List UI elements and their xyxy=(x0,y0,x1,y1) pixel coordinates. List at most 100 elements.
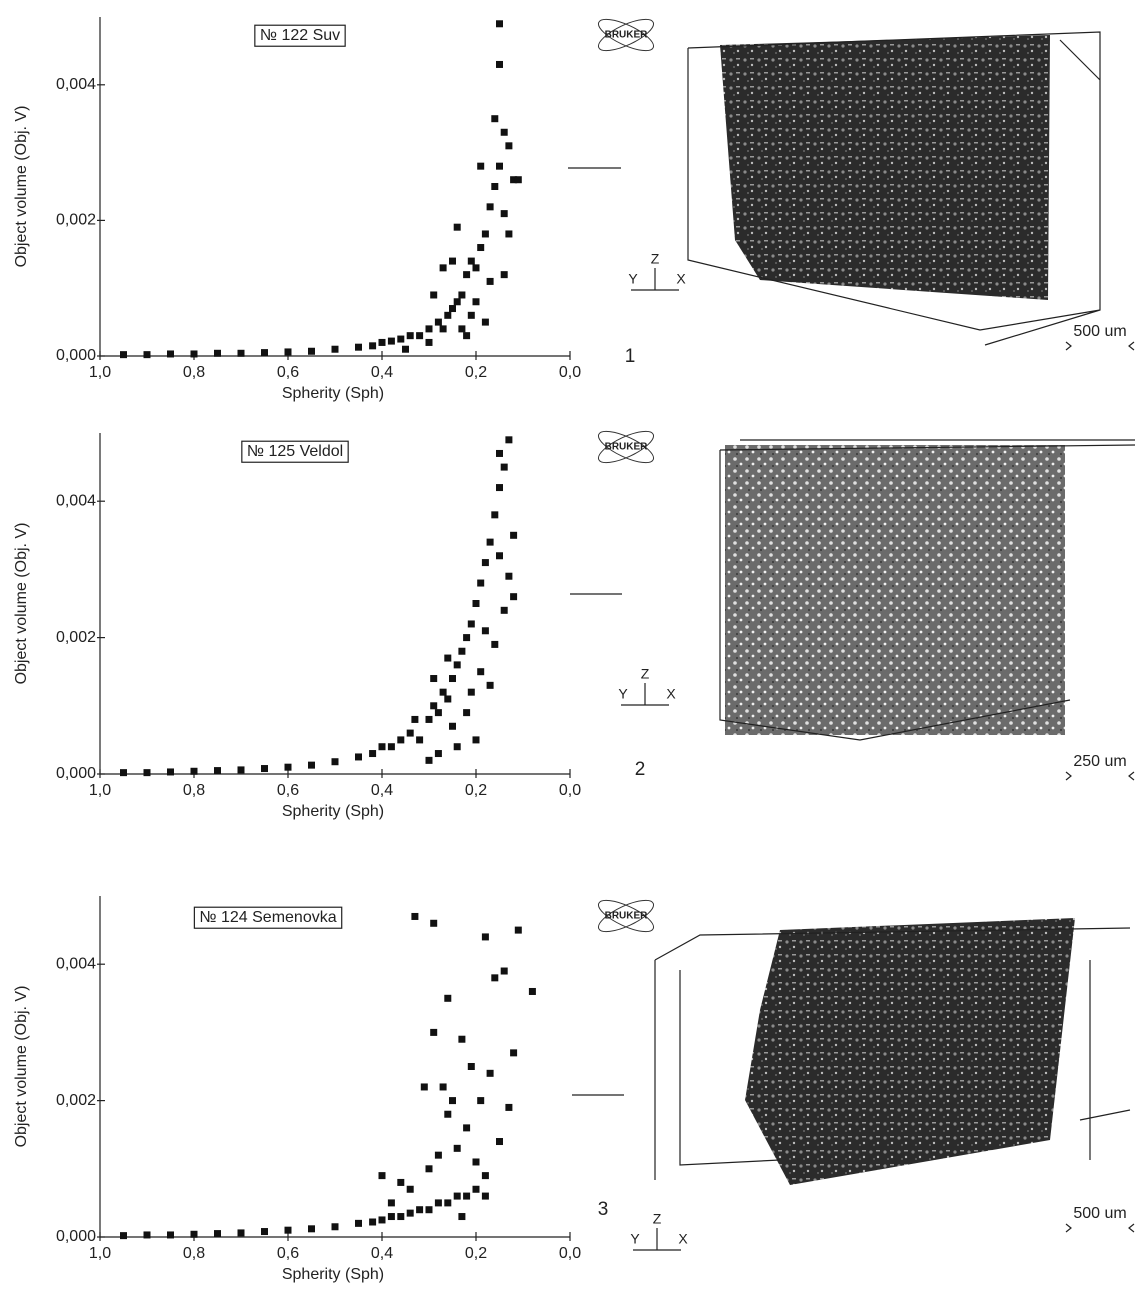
point xyxy=(505,436,513,444)
point xyxy=(458,1035,466,1043)
x-tick-label: 0,0 xyxy=(559,782,581,799)
scale-bar xyxy=(1065,771,1135,781)
point xyxy=(425,1165,433,1173)
render-3 xyxy=(654,918,1131,1185)
point xyxy=(486,277,494,285)
point xyxy=(505,142,513,150)
y-tick-label: 0,002 xyxy=(56,1092,96,1109)
point xyxy=(284,763,292,771)
logo: BRUKER xyxy=(605,911,649,922)
point xyxy=(261,349,268,357)
point xyxy=(510,1049,518,1057)
point xyxy=(143,351,151,359)
x-tick-label: 0,0 xyxy=(559,1245,581,1262)
x-tick-label: 0,4 xyxy=(371,364,393,381)
point xyxy=(491,115,499,123)
axis-y: Y xyxy=(618,686,628,702)
point xyxy=(355,343,362,351)
point xyxy=(439,264,447,272)
point xyxy=(472,600,480,607)
point xyxy=(387,1199,395,1207)
point xyxy=(397,335,405,343)
point xyxy=(439,325,447,333)
point xyxy=(491,183,499,190)
point xyxy=(453,661,461,669)
x-tick-label: 0,2 xyxy=(465,782,487,799)
point xyxy=(308,1225,315,1233)
point xyxy=(496,552,503,560)
point xyxy=(406,1185,414,1193)
point xyxy=(481,933,489,941)
x-tick-label: 1,0 xyxy=(89,364,111,381)
point xyxy=(120,1232,127,1240)
point xyxy=(472,1158,480,1166)
point xyxy=(387,743,395,751)
point xyxy=(420,1083,428,1091)
point xyxy=(397,1178,405,1186)
point xyxy=(453,743,461,751)
x-tick-label: 0,8 xyxy=(183,782,205,799)
point xyxy=(491,974,499,982)
point xyxy=(143,769,151,777)
point xyxy=(378,743,386,751)
y-tick-label: 0,000 xyxy=(56,1228,96,1245)
point xyxy=(237,766,245,774)
point xyxy=(463,709,471,717)
point xyxy=(481,318,489,326)
point xyxy=(500,210,508,218)
x-tick-label: 0,8 xyxy=(183,1245,205,1262)
point xyxy=(331,1223,339,1231)
point xyxy=(434,1199,442,1207)
point xyxy=(308,761,315,769)
logo-orbit xyxy=(597,899,655,933)
point xyxy=(190,767,198,775)
x-axis-label: Spherity (Sph) xyxy=(282,385,384,402)
point xyxy=(434,318,442,326)
point xyxy=(120,351,127,359)
scale-bar xyxy=(1065,1223,1135,1233)
point xyxy=(477,162,485,170)
y-tick-label: 0,000 xyxy=(56,765,96,782)
title-box xyxy=(254,24,346,47)
point xyxy=(369,750,377,758)
point xyxy=(453,298,461,306)
point xyxy=(430,291,438,299)
logo-orbit xyxy=(597,430,655,464)
point xyxy=(463,1124,471,1132)
point xyxy=(472,736,480,744)
panel-number: 3 xyxy=(598,1199,609,1220)
point xyxy=(500,606,508,614)
point xyxy=(430,1028,438,1036)
point xyxy=(434,750,442,758)
x-tick-label: 0,6 xyxy=(277,364,299,381)
y-tick-label: 0,002 xyxy=(56,629,96,646)
point xyxy=(444,1110,452,1118)
point xyxy=(355,753,362,761)
point xyxy=(449,1097,456,1105)
x-tick-label: 1,0 xyxy=(89,782,111,799)
point xyxy=(406,729,414,737)
title-box xyxy=(193,906,343,929)
logo: BRUKER xyxy=(605,30,649,41)
point xyxy=(481,1192,489,1200)
scale-label: 500 um xyxy=(1073,1205,1126,1222)
point xyxy=(505,1103,513,1111)
x-tick-label: 0,4 xyxy=(371,1245,393,1262)
axis-x: X xyxy=(676,271,686,287)
point xyxy=(402,345,409,353)
point xyxy=(411,715,419,723)
point xyxy=(425,715,433,723)
point xyxy=(463,1192,471,1200)
axis-x: X xyxy=(666,686,676,702)
point xyxy=(500,967,508,975)
point xyxy=(387,1213,395,1221)
axis-x: X xyxy=(678,1231,688,1247)
point xyxy=(514,926,522,934)
point xyxy=(449,722,456,730)
point xyxy=(505,572,513,580)
render-1 xyxy=(687,31,1101,346)
point xyxy=(411,912,419,920)
y-tick-label: 0,004 xyxy=(56,76,96,93)
point xyxy=(467,257,475,265)
